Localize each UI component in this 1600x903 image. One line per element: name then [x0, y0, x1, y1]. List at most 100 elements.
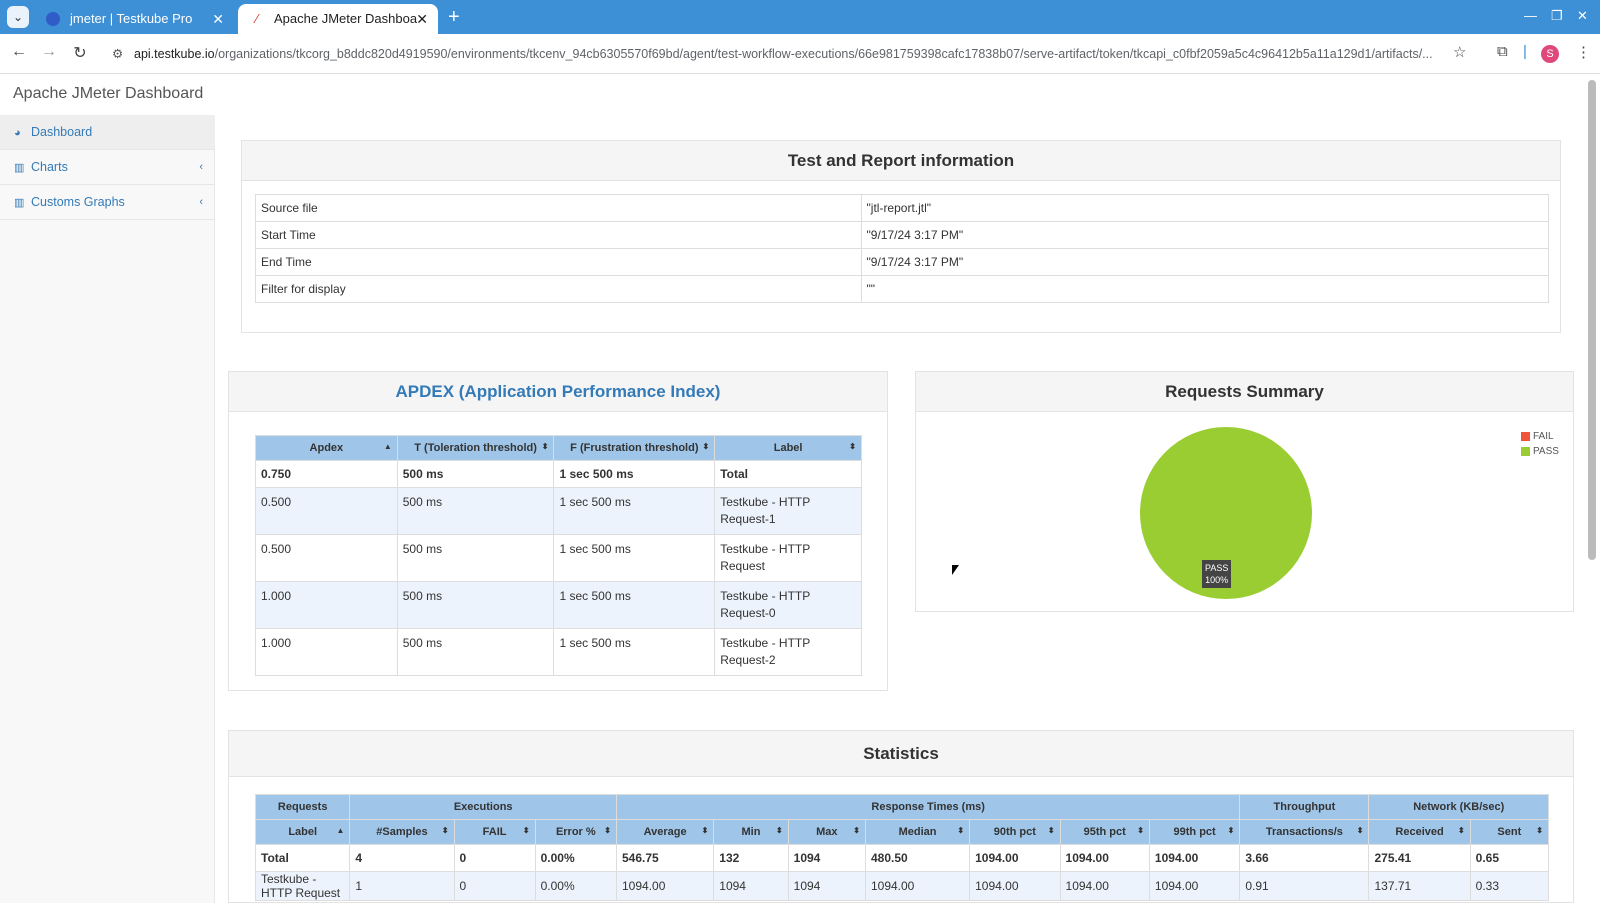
table-cell: Testkube - HTTP Request-2 [714, 628, 862, 676]
app-title[interactable]: Apache JMeter Dashboard [13, 85, 204, 102]
table-row: 1.000 500 ms 1 sec 500 ms Testkube - HTT… [255, 628, 862, 676]
bookmark-star-icon[interactable]: ☆ [1453, 44, 1467, 61]
browser-menu-icon[interactable]: ⋮ [1576, 44, 1591, 61]
reload-icon[interactable]: ↻ [73, 45, 87, 62]
table-cell: 500 ms [396, 487, 555, 535]
column-header-95th-pct[interactable]: 95th pct ⬍ [1059, 819, 1150, 845]
table-row: 0.500 500 ms 1 sec 500 ms Testkube - HTT… [255, 487, 862, 535]
table-cell: 1 sec 500 ms [553, 487, 716, 535]
column-header-average[interactable]: Average ⬍ [615, 819, 715, 845]
pie-label-percent: 100% [1205, 575, 1229, 585]
column-header-99th-pct[interactable]: 99th pct ⬍ [1148, 819, 1241, 845]
extensions-icon[interactable]: ⧉ [1497, 43, 1508, 60]
table-row: Filter for display "" [255, 275, 1550, 303]
table-cell: 1.000 [255, 581, 398, 629]
report-info-panel: Test and Report information Source file … [241, 140, 1561, 333]
sort-asc-icon: ▲ [336, 826, 345, 835]
table-cell: 1094.00 [1148, 871, 1241, 901]
info-value: "" [860, 275, 1550, 303]
table-cell: 500 ms [396, 628, 555, 676]
legend-label: FAIL [1533, 431, 1554, 442]
back-icon[interactable]: ← [11, 43, 27, 60]
table-cell: 4 [349, 844, 455, 872]
sort-icon: ⬍ [853, 826, 860, 835]
table-cell: 1 sec 500 ms [553, 460, 716, 488]
close-tab-icon[interactable]: ✕ [212, 11, 224, 27]
legend-item-fail[interactable]: FAIL [1521, 431, 1554, 442]
chevron-left-icon: ‹ [199, 196, 203, 208]
table-cell: 1094.00 [615, 871, 715, 901]
sort-icon: ⬍ [1356, 826, 1364, 835]
column-header-label[interactable]: Label ▲ [254, 819, 351, 845]
table-cell: 0.91 [1239, 871, 1370, 901]
url-host: api.testkube.io [134, 47, 215, 61]
sort-icon: ⬍ [522, 826, 530, 835]
sort-icon: ⬍ [1227, 826, 1235, 835]
legend-label: PASS [1533, 446, 1559, 457]
column-header-toleration[interactable]: T (Toleration threshold) ⬍ [396, 435, 555, 461]
table-cell: 1094.00 [969, 844, 1061, 872]
profile-avatar[interactable]: S [1541, 45, 1559, 63]
column-header-fail[interactable]: FAIL ⬍ [453, 819, 536, 845]
sort-icon: ⬍ [1536, 826, 1543, 835]
browser-tab-jmeter[interactable]: ⁄ Apache JMeter Dashboa ✕ [238, 4, 438, 34]
page-scrollbar[interactable] [1588, 80, 1596, 560]
info-key: Start Time [255, 221, 862, 249]
column-header-median[interactable]: Median ⬍ [864, 819, 971, 845]
column-header-error-pct[interactable]: Error % ⬍ [534, 819, 618, 845]
table-group-row: Requests Executions Response Times (ms) … [254, 794, 1549, 820]
browser-tab-bar: ⌄ jmeter | Testkube Pro ✕ ⁄ Apache JMete… [0, 0, 1600, 34]
table-cell: 546.75 [615, 844, 715, 872]
column-header-frustration[interactable]: F (Frustration threshold) ⬍ [553, 435, 716, 461]
column-header-label[interactable]: Label ⬍ [714, 435, 862, 461]
table-cell: 0.33 [1469, 871, 1550, 901]
column-header-min[interactable]: Min ⬍ [713, 819, 789, 845]
sort-asc-icon: ▲ [383, 442, 392, 451]
panel-title: Test and Report information [242, 141, 1560, 181]
table-row: Start Time "9/17/24 3:17 PM" [255, 221, 1550, 249]
site-info-icon[interactable]: ⚙ [112, 47, 124, 61]
sort-icon: ⬍ [604, 826, 611, 835]
toolbar-divider: | [1523, 43, 1527, 60]
restore-icon[interactable]: ❐ [1551, 8, 1563, 23]
table-cell: 1094.00 [1059, 871, 1150, 901]
new-tab-icon[interactable]: + [448, 6, 460, 28]
sidebar-item-charts[interactable]: ▥ Charts ‹ [0, 150, 215, 185]
minimize-icon[interactable]: — [1524, 8, 1537, 23]
panel-title[interactable]: APDEX (Application Performance Index) [229, 372, 887, 412]
table-cell: Testkube - HTTP Request-0 [714, 581, 862, 629]
panel-title: Statistics [229, 731, 1573, 777]
close-tab-icon[interactable]: ✕ [416, 11, 428, 27]
column-header-90th-pct[interactable]: 90th pct ⬍ [969, 819, 1061, 845]
column-header-sent[interactable]: Sent ⬍ [1469, 819, 1550, 845]
table-cell: 1094.00 [1148, 844, 1241, 872]
info-key: End Time [255, 248, 862, 276]
address-bar[interactable]: ⚙ api.testkube.io/organizations/tkcorg_b… [104, 39, 1484, 69]
sort-icon: ⬍ [1137, 826, 1144, 835]
sidebar-item-dashboard[interactable]: ◕ Dashboard [0, 115, 215, 150]
forward-icon[interactable]: → [41, 43, 57, 60]
statistics-panel: Statistics Requests Executions Response … [228, 730, 1574, 903]
tab-search-button[interactable]: ⌄ [7, 6, 29, 28]
table-row: End Time "9/17/24 3:17 PM" [255, 248, 1550, 276]
jmeter-favicon-icon: ⁄ [255, 11, 259, 26]
url-path: /organizations/tkcorg_b8ddc820d4919590/e… [214, 47, 1433, 61]
sidebar-item-customs-graphs[interactable]: ▥ Customs Graphs ‹ [0, 185, 215, 220]
table-cell: 1 sec 500 ms [553, 581, 716, 629]
column-header-received[interactable]: Received ⬍ [1368, 819, 1471, 845]
table-cell: Total [254, 844, 351, 872]
column-header-transactions[interactable]: Transactions/s ⬍ [1239, 819, 1370, 845]
column-header-apdex[interactable]: Apdex ▲ [255, 435, 398, 461]
browser-toolbar: ← → ↻ ⚙ api.testkube.io/organizations/tk… [0, 34, 1600, 74]
column-header-samples[interactable]: #Samples ⬍ [349, 819, 455, 845]
legend-item-pass[interactable]: PASS [1521, 446, 1559, 457]
browser-tab-testkube[interactable]: jmeter | Testkube Pro ✕ [34, 4, 234, 34]
sort-icon: ⬍ [1047, 826, 1055, 835]
mouse-cursor [952, 565, 959, 575]
close-window-icon[interactable]: ✕ [1577, 8, 1588, 23]
sort-icon: ⬍ [957, 826, 965, 835]
table-cell: 500 ms [396, 534, 555, 582]
column-header-max[interactable]: Max ⬍ [787, 819, 866, 845]
table-cell: 1 sec 500 ms [553, 534, 716, 582]
pie-slice-pass[interactable] [1140, 427, 1312, 599]
